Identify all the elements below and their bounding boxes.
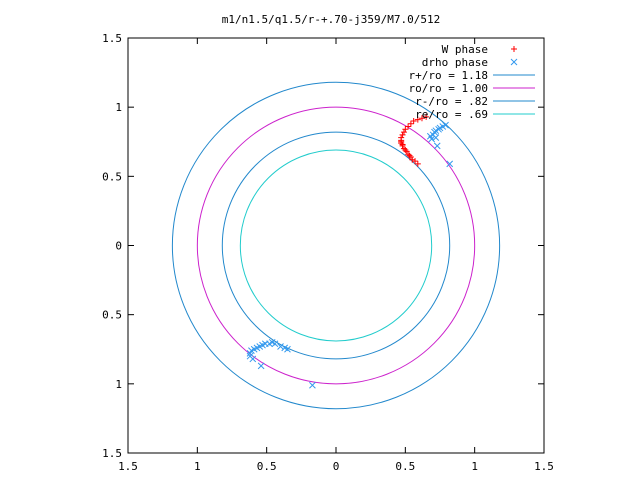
data-point [433, 142, 441, 150]
data-point [257, 362, 265, 370]
data-point [414, 160, 421, 167]
circle-mark [239, 149, 433, 342]
data-point [446, 160, 454, 168]
tick-layer: 1.5 1 0.5 0 0.5 1 1.51.510.500.511.5 [102, 32, 554, 473]
data-point [511, 46, 517, 52]
data-point [284, 345, 291, 353]
y-tick-label: 1 [115, 101, 122, 114]
data-point [277, 343, 284, 350]
data-point [405, 151, 412, 158]
data-point [510, 58, 518, 66]
y-tick-label: 1.5 [102, 447, 122, 460]
chart-title: m1/n1.5/q1.5/r-+.70-j359/M7.0/512 [222, 13, 441, 26]
x-tick-label: 0 [333, 460, 340, 473]
y-tick-label: 1.5 [102, 32, 122, 45]
data-point [249, 355, 257, 363]
circle-mark [171, 81, 501, 410]
data-point [407, 153, 414, 160]
data-point [428, 135, 436, 143]
y-tick-label: 1 [115, 378, 122, 391]
x-tick-label: 1.5 [534, 460, 554, 473]
circle-layer [171, 81, 501, 410]
data-point [309, 381, 316, 389]
x-tick-label: 1 [471, 460, 478, 473]
circle-mark [221, 131, 451, 360]
data-point [432, 134, 440, 141]
data-point [414, 116, 421, 123]
x-tick-label: 1 [194, 460, 201, 473]
data-point [410, 118, 417, 124]
y-tick-label: 0.5 [102, 170, 122, 183]
data-point [418, 115, 425, 122]
data-point [407, 120, 414, 127]
data-point [399, 141, 406, 148]
data-point [405, 123, 412, 130]
circle-mark [196, 106, 476, 385]
data-point [412, 158, 419, 165]
data-point [402, 147, 409, 154]
data-point [271, 340, 279, 348]
x-tick-label: 0.5 [257, 460, 277, 473]
data-point [400, 145, 407, 152]
data-point [409, 156, 416, 163]
y-tick-label: 0.5 [102, 309, 122, 322]
data-point [406, 152, 413, 159]
data-point [402, 126, 409, 133]
y-tick-label: 0 [115, 240, 122, 253]
legend-label: r+/ro = 1.18 [409, 69, 488, 82]
data-point [442, 121, 449, 129]
legend-label: drho phase [422, 56, 488, 69]
data-point [399, 131, 406, 138]
legend-label: ro/ro = 1.00 [409, 82, 488, 95]
x-tick-label: 0.5 [395, 460, 415, 473]
legend-label: re/ro = .69 [415, 108, 488, 121]
x-tick-label: 1.5 [118, 460, 138, 473]
legend-label: r-/ro = .82 [415, 95, 488, 108]
data-point [400, 129, 407, 136]
legend-label: W phase [442, 43, 488, 56]
data-point [423, 113, 430, 120]
point-layer [246, 113, 454, 389]
data-point [403, 148, 410, 155]
data-point [398, 138, 405, 145]
